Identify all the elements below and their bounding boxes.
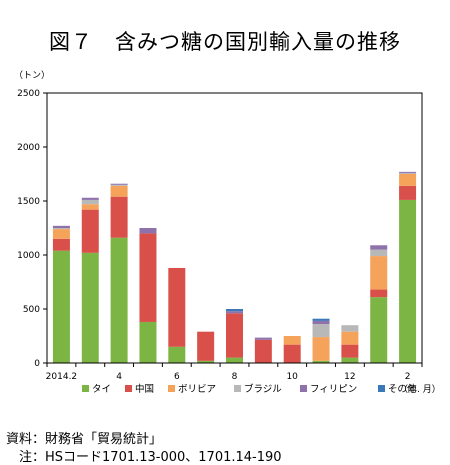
bar-segment (341, 357, 359, 363)
legend-swatch (300, 385, 307, 392)
x-tick-label: 2014.2 (46, 372, 78, 382)
bar-segment (312, 337, 330, 361)
bar-segment (52, 238, 70, 251)
bar-segment (52, 229, 70, 239)
legend-label: フィリピン (310, 384, 357, 395)
legend-label: 中国 (135, 383, 154, 395)
bar-segment (226, 357, 243, 363)
bar-segment (399, 199, 417, 363)
legend-label: タイ (92, 384, 111, 395)
bar-segment (341, 325, 359, 332)
x-axis-unit-label: （年. 月） (399, 383, 441, 395)
y-tick-label: 500 (23, 305, 40, 315)
bar-segment (197, 331, 215, 361)
legend-swatch (125, 385, 132, 392)
x-tick-label: 4 (116, 372, 122, 382)
bar-segment (312, 318, 330, 321)
bar-segment (226, 309, 243, 312)
bar-segment (312, 360, 330, 363)
bar-segment (81, 199, 99, 205)
hs-code-note: 注：HSコード1701.13-000、1701.14-190 (6, 450, 282, 465)
bar-segment (81, 204, 99, 210)
bar-segment (168, 346, 186, 363)
bar-segment (399, 172, 417, 174)
x-tick-label: 8 (232, 372, 238, 382)
y-tick-label: 2000 (17, 143, 40, 153)
bar-segment (81, 209, 99, 253)
bar-segment (254, 339, 272, 363)
bar-segment (110, 237, 128, 363)
x-tick-label: 10 (286, 372, 298, 382)
bar-segment (370, 289, 388, 298)
bar-segment (370, 249, 388, 257)
legend-swatch (234, 385, 241, 392)
bar-segment (399, 174, 417, 186)
x-tick-label: 6 (174, 372, 180, 382)
y-tick-label: 1000 (17, 251, 40, 261)
source-note: 資料：財務省「貿易統計」 (6, 432, 163, 447)
chart-title: 図７ 含みつ糖の国別輸入量の推移 (49, 30, 401, 54)
legend-label: その他 (388, 383, 417, 395)
bar-segment (399, 171, 417, 173)
bar-segment (139, 321, 157, 363)
legend-swatch (82, 385, 89, 392)
bar-segment (312, 320, 330, 325)
bar-segment (399, 185, 417, 200)
bar-segment (52, 228, 70, 230)
y-tick-label: 1500 (17, 197, 40, 207)
bar-segment (52, 225, 70, 228)
bar-segment (110, 185, 128, 197)
legend-label: ブラジル (244, 383, 282, 395)
bar-segment (341, 344, 359, 358)
bar-segment (341, 331, 359, 345)
bar-segment (370, 245, 388, 250)
bar-segment (110, 183, 128, 185)
bar-segment (226, 311, 243, 314)
bar-segment (197, 360, 215, 363)
bar-segment (370, 297, 388, 363)
bar-segment (81, 252, 99, 363)
x-tick-label: 12 (344, 372, 355, 382)
y-tick-label: 2500 (17, 89, 40, 99)
plot-area-frame (46, 92, 423, 364)
y-axis-unit-label: （トン） (14, 70, 50, 81)
bar-segment (312, 324, 330, 338)
bar-segment (370, 256, 388, 290)
y-tick-label: 0 (34, 359, 40, 369)
legend-swatch (378, 385, 385, 392)
bar-segment (283, 336, 301, 345)
bar-segment (52, 250, 70, 363)
x-tick-label: 2 (405, 372, 411, 382)
bar-segment (283, 344, 301, 363)
bar-segment (226, 313, 243, 358)
bar-segment (139, 233, 157, 322)
bar-segment (110, 184, 128, 186)
legend-swatch (168, 385, 175, 392)
bar-segment (110, 196, 128, 238)
bar-segment (139, 228, 157, 234)
bar-segment (81, 197, 99, 200)
bar-segment (254, 337, 272, 340)
bar-segment (168, 267, 186, 347)
legend-label: ボリビア (178, 384, 216, 395)
